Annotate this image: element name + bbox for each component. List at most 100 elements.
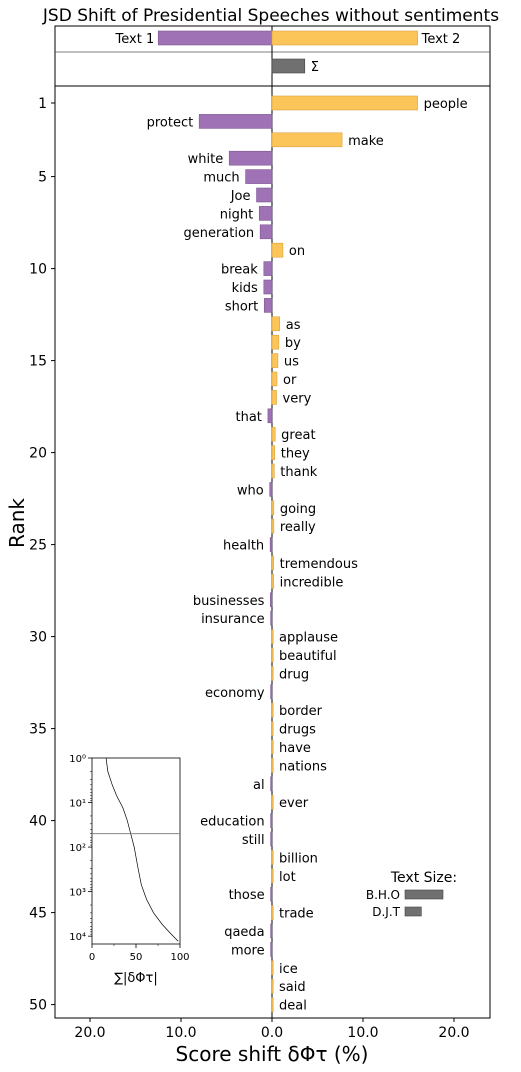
- label-nations: nations: [279, 759, 327, 774]
- label-businesses: businesses: [193, 594, 265, 609]
- text-size-label-0: B.H.O: [366, 888, 400, 902]
- y-tick-label: 1: [38, 96, 47, 112]
- label-drugs: drugs: [279, 723, 316, 738]
- label-Joe: Joe: [230, 189, 251, 204]
- label-billion: billion: [279, 851, 318, 866]
- inset-x-tick-label: 0: [89, 952, 95, 963]
- bar-drugs: [271, 721, 274, 736]
- bar-drug: [271, 666, 274, 681]
- bar-white: [228, 150, 273, 166]
- x-tick-label: 10.0: [347, 1025, 378, 1041]
- label-who: who: [237, 483, 264, 498]
- label-people: people: [424, 97, 468, 112]
- bar-insurance: [270, 610, 273, 626]
- label-said: said: [279, 980, 306, 995]
- word-labels: people protect make white much Joe night genera…: [147, 97, 468, 1014]
- label-by: by: [285, 336, 301, 351]
- inset-y-tick-label: 10¹: [69, 799, 86, 810]
- label-really: really: [280, 520, 316, 535]
- bar-al: [270, 776, 273, 792]
- bar-who: [269, 482, 273, 497]
- bar-by: [271, 334, 280, 350]
- bar-really: [271, 518, 275, 534]
- y-tick-label: 35: [29, 722, 47, 738]
- label-or: or: [283, 373, 297, 388]
- bar-more: [270, 942, 273, 957]
- bar-have: [271, 739, 274, 755]
- bar-or: [271, 371, 278, 387]
- label-still: still: [242, 833, 265, 848]
- label-night: night: [220, 207, 253, 222]
- text-size-legend-title: Text Size:: [390, 870, 457, 886]
- y-tick-label: 45: [29, 906, 47, 922]
- inset-curve: [105, 757, 179, 942]
- text1-label: Text 1: [115, 32, 155, 47]
- inset-x-tick-label: 50: [130, 952, 143, 963]
- label-ice: ice: [279, 962, 298, 977]
- bar-incredible: [271, 574, 274, 589]
- label-much: much: [203, 171, 239, 186]
- bar-they: [271, 445, 276, 460]
- label-break: break: [221, 263, 258, 278]
- label-beautiful: beautiful: [279, 649, 337, 664]
- label-short: short: [225, 299, 258, 314]
- label-generation: generation: [183, 226, 254, 241]
- label-on: on: [289, 244, 305, 259]
- inset-y-tick-label: 10⁰: [69, 754, 86, 765]
- label-going: going: [280, 502, 316, 517]
- label-border: border: [279, 704, 323, 719]
- label-education: education: [200, 815, 265, 830]
- bar-billion: [271, 850, 274, 865]
- x-tick-label: 0.0: [261, 1025, 283, 1041]
- label-lot: lot: [279, 870, 296, 885]
- bar-make: [271, 132, 343, 148]
- label-as: as: [286, 318, 301, 333]
- text-size-label-1: D.J.T: [372, 905, 400, 919]
- bar-economy: [270, 684, 273, 700]
- text2-label: Text 2: [421, 32, 461, 47]
- bar-tremendous: [271, 555, 274, 571]
- bar-applause: [271, 629, 274, 644]
- chart-title: JSD Shift of Presidential Speeches witho…: [42, 6, 499, 26]
- label-drug: drug: [279, 667, 309, 682]
- label-tremendous: tremendous: [280, 557, 359, 572]
- inset-y-tick-label: 10⁴: [69, 932, 86, 943]
- bar-Joe: [256, 187, 273, 203]
- bar-ice: [271, 960, 274, 976]
- label-they: they: [281, 447, 310, 462]
- bar-us: [271, 353, 279, 368]
- label-qaeda: qaeda: [224, 925, 264, 940]
- label-insurance: insurance: [201, 612, 265, 627]
- bar-night: [258, 206, 273, 221]
- text-size-legend: Text Size: B.H.O D.J.T: [366, 870, 457, 919]
- bar-on: [271, 242, 284, 258]
- bar-health: [269, 537, 273, 552]
- bar-as: [271, 316, 281, 332]
- x-tick-label: 20.0: [438, 1025, 469, 1041]
- label-economy: economy: [205, 686, 265, 701]
- bar-trade: [271, 905, 274, 920]
- y-tick-label: 30: [29, 630, 47, 646]
- bar-much: [245, 169, 273, 184]
- bar-education: [270, 813, 273, 828]
- label-more: more: [231, 943, 265, 958]
- label-great: great: [281, 428, 315, 443]
- bar-ever: [271, 794, 274, 810]
- inset-x-tick-label: 100: [170, 952, 189, 963]
- y-tick-label: 15: [29, 354, 47, 370]
- sum-label: Σ: [311, 60, 319, 75]
- bar-nations: [271, 758, 274, 773]
- bar-beautiful: [271, 647, 274, 663]
- inset-x-label: ∑|δΦτ|: [114, 971, 158, 986]
- sum-bar: [271, 58, 306, 74]
- bar-businesses: [270, 592, 273, 608]
- bar-people: [271, 95, 418, 111]
- y-tick-label: 20: [29, 446, 47, 462]
- y-tick-label: 5: [38, 170, 47, 186]
- label-thank: thank: [280, 465, 318, 480]
- label-kids: kids: [232, 281, 258, 296]
- bar-deal: [271, 997, 274, 1012]
